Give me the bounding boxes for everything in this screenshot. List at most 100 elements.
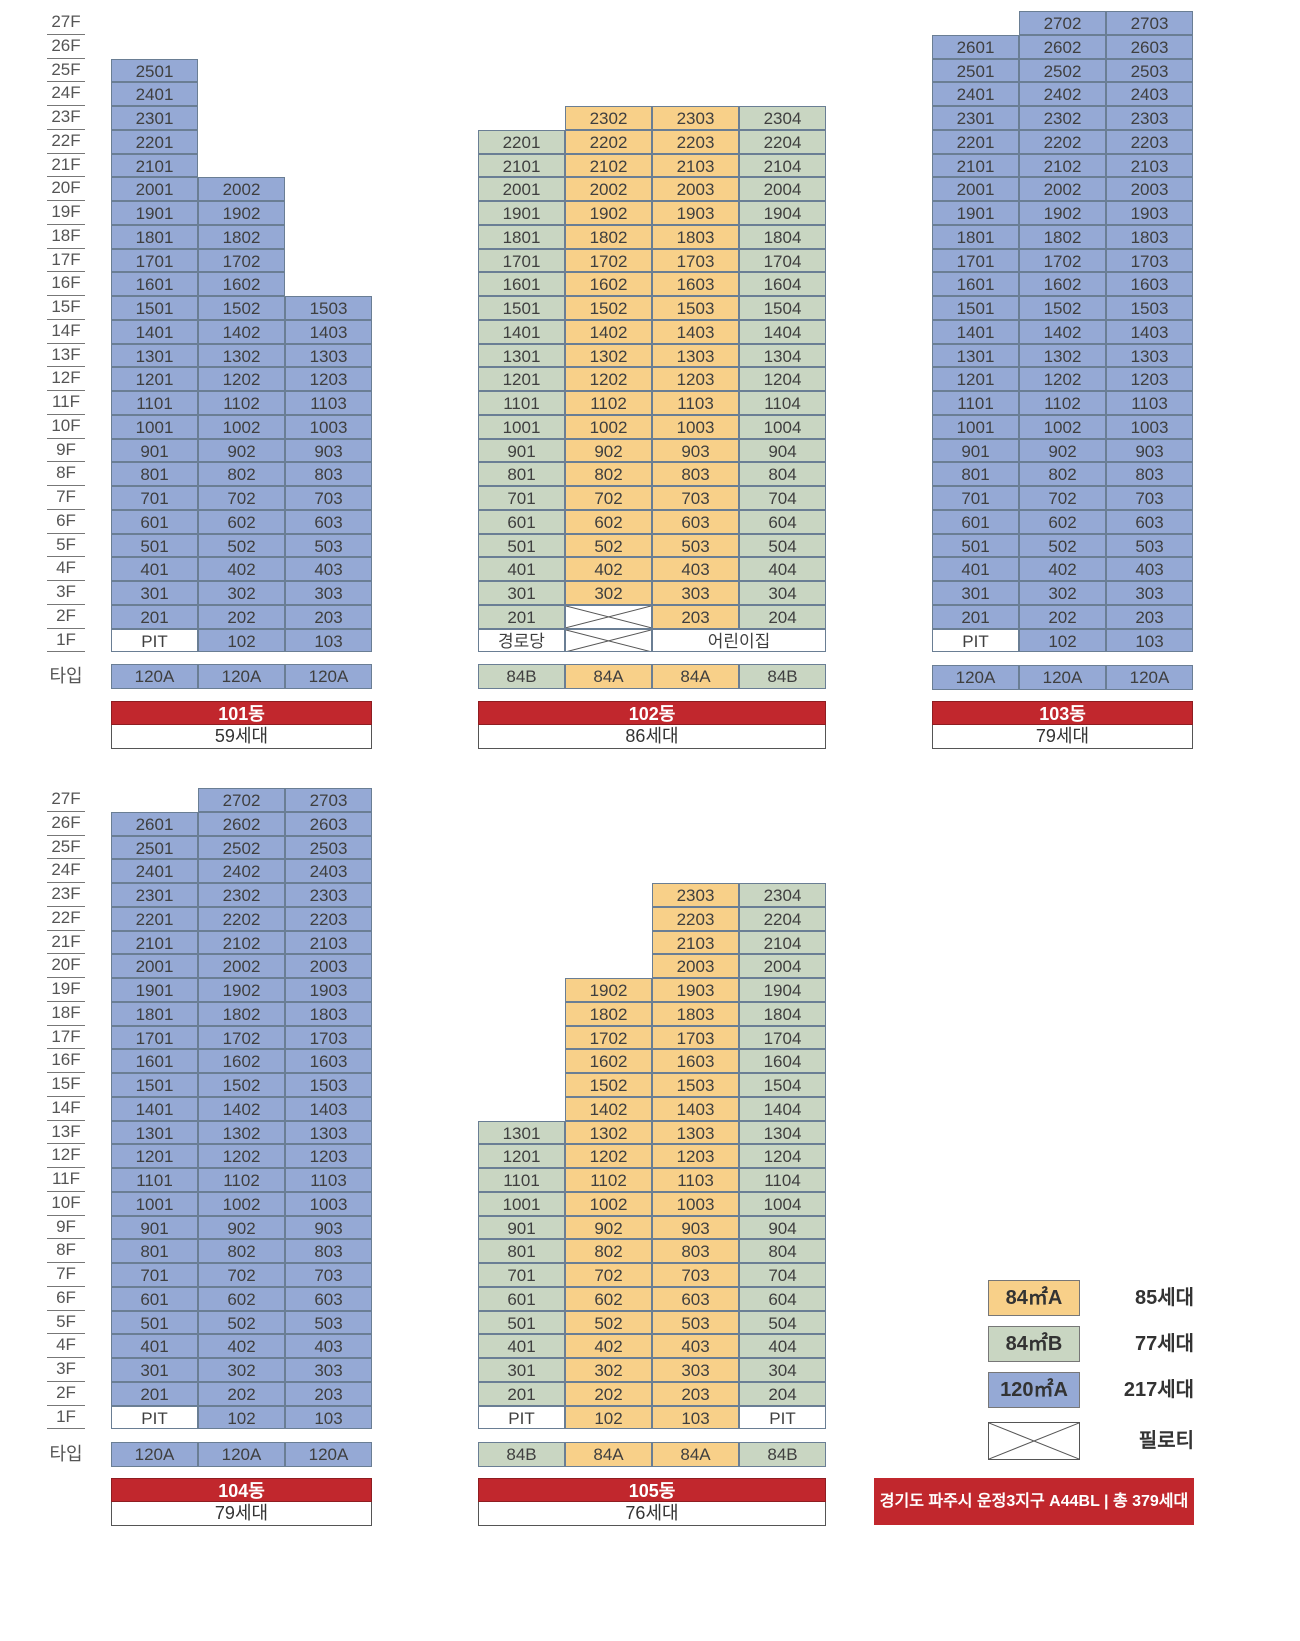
unit-cell: 1701 xyxy=(932,248,1019,273)
building-unit-count: 79세대 xyxy=(932,725,1193,749)
type-row-label: 타입 xyxy=(49,1444,83,1464)
unit-cell: 903 xyxy=(285,1215,372,1240)
unit-cell: 2303 xyxy=(652,883,739,907)
unit-cell: 1503 xyxy=(285,296,372,320)
unit-cell: 702 xyxy=(198,486,285,510)
unit-cell: 1001 xyxy=(111,1191,198,1216)
floor-label: 3F xyxy=(47,581,85,605)
floor-label: 6F xyxy=(47,1287,85,1311)
unit-cell: 202 xyxy=(565,1381,652,1406)
unit-cell: 402 xyxy=(1019,557,1106,581)
unit-cell: 1102 xyxy=(565,1168,652,1192)
unit-cell: 1501 xyxy=(111,296,198,320)
unit-cell: 602 xyxy=(198,1286,285,1311)
unit-cell: 702 xyxy=(1019,486,1106,510)
unit-cell: 1902 xyxy=(198,201,285,225)
unit-cell: 1103 xyxy=(652,391,739,415)
floor-label: 26F xyxy=(47,35,85,59)
unit-cell: 603 xyxy=(285,1286,372,1311)
unit-cell: 803 xyxy=(1106,462,1193,486)
unit-cell: 903 xyxy=(652,438,739,463)
unit-cell: 303 xyxy=(285,581,372,605)
unit-cell: 1102 xyxy=(198,1168,285,1192)
floor-label: 21F xyxy=(47,931,85,955)
floor-label: 16F xyxy=(47,1049,85,1073)
floor-label: 19F xyxy=(47,201,85,225)
building-unit-count: 79세대 xyxy=(111,1502,372,1526)
unit-cell: 1201 xyxy=(111,1144,198,1168)
unit-cell: 203 xyxy=(285,1381,372,1406)
unit-cell: 501 xyxy=(478,533,565,558)
unit-cell: 1601 xyxy=(478,272,565,296)
unit-cell: 1003 xyxy=(652,414,739,439)
floor-label: 15F xyxy=(47,296,85,320)
unit-cell: 2303 xyxy=(1106,106,1193,130)
floor-label: 23F xyxy=(47,883,85,907)
unit-cell: 1804 xyxy=(739,224,826,249)
legend-84b-count: 77세대 xyxy=(1134,1333,1194,1355)
unit-cell: 1604 xyxy=(739,272,826,296)
unit-cell: 2402 xyxy=(198,859,285,883)
unit-cell: 803 xyxy=(652,462,739,486)
unit-cell: 1701 xyxy=(478,248,565,273)
unit-cell: 1203 xyxy=(285,367,372,391)
unit-cell: 704 xyxy=(739,1263,826,1287)
unit-cell: 302 xyxy=(198,1358,285,1382)
unit-cell: 1404 xyxy=(739,319,826,344)
floor-label: 13F xyxy=(47,344,85,368)
unit-cell: 103 xyxy=(652,1405,739,1430)
unit-cell: 402 xyxy=(198,1334,285,1358)
unit-cell: 2001 xyxy=(111,177,198,201)
unit-cell: 801 xyxy=(111,1239,198,1263)
ground-floor-facility: PIT xyxy=(111,628,198,653)
unit-cell: 303 xyxy=(1106,581,1193,605)
ground-floor-facility: PIT xyxy=(932,628,1019,653)
unit-cell: 402 xyxy=(198,557,285,581)
unit-cell: 1302 xyxy=(565,1120,652,1145)
unit-cell: 304 xyxy=(739,1358,826,1382)
unit-cell: 1904 xyxy=(739,201,826,225)
unit-cell: 1803 xyxy=(652,1001,739,1026)
unit-cell: 1603 xyxy=(285,1049,372,1073)
unit-cell: 1502 xyxy=(198,1073,285,1097)
unit-cell: 2104 xyxy=(739,153,826,178)
unit-cell: 1701 xyxy=(111,1025,198,1050)
unit-cell: 1301 xyxy=(111,1120,198,1145)
x-cross-box-icon xyxy=(566,629,651,652)
floor-label: 11F xyxy=(47,1168,85,1192)
unit-cell: 2603 xyxy=(285,811,372,836)
unit-cell: 2303 xyxy=(285,883,372,907)
unit-cell: 1803 xyxy=(1106,224,1193,249)
unit-cell: 1203 xyxy=(652,1144,739,1168)
unit-cell: 2104 xyxy=(739,930,826,955)
unit-cell: 2304 xyxy=(739,106,826,130)
unit-cell: 1103 xyxy=(285,391,372,415)
unit-cell: 2703 xyxy=(285,788,372,812)
unit-cell: 1903 xyxy=(652,201,739,225)
floor-label: 11F xyxy=(47,391,85,415)
ground-floor-facility: PIT xyxy=(739,1405,826,1430)
unit-cell: 1102 xyxy=(198,391,285,415)
unit-cell: 302 xyxy=(1019,581,1106,605)
unit-cell: 1901 xyxy=(111,978,198,1002)
unit-cell: 1001 xyxy=(111,414,198,439)
unit-cell: 2603 xyxy=(1106,34,1193,59)
unit-cell: 804 xyxy=(739,462,826,486)
unit-cell: 2502 xyxy=(1019,58,1106,83)
unit-cell: 702 xyxy=(565,1263,652,1287)
unit-cell: 404 xyxy=(739,1334,826,1358)
unit-cell: 301 xyxy=(478,1358,565,1382)
unit-cell: 401 xyxy=(478,1334,565,1358)
legend-84b-swatch: 84㎡B xyxy=(988,1326,1080,1362)
unit-cell: 1204 xyxy=(739,1144,826,1168)
unit-cell: 1802 xyxy=(198,1001,285,1026)
unit-cell: 2002 xyxy=(565,177,652,201)
unit-cell: 503 xyxy=(285,1310,372,1335)
unit-cell: 1001 xyxy=(478,414,565,439)
unit-cell: 1101 xyxy=(478,391,565,415)
unit-cell: 1401 xyxy=(111,319,198,344)
unit-cell: 1603 xyxy=(652,272,739,296)
unit-cell: 702 xyxy=(565,486,652,510)
unit-cell: 202 xyxy=(198,604,285,629)
unit-cell: 1702 xyxy=(565,1025,652,1050)
